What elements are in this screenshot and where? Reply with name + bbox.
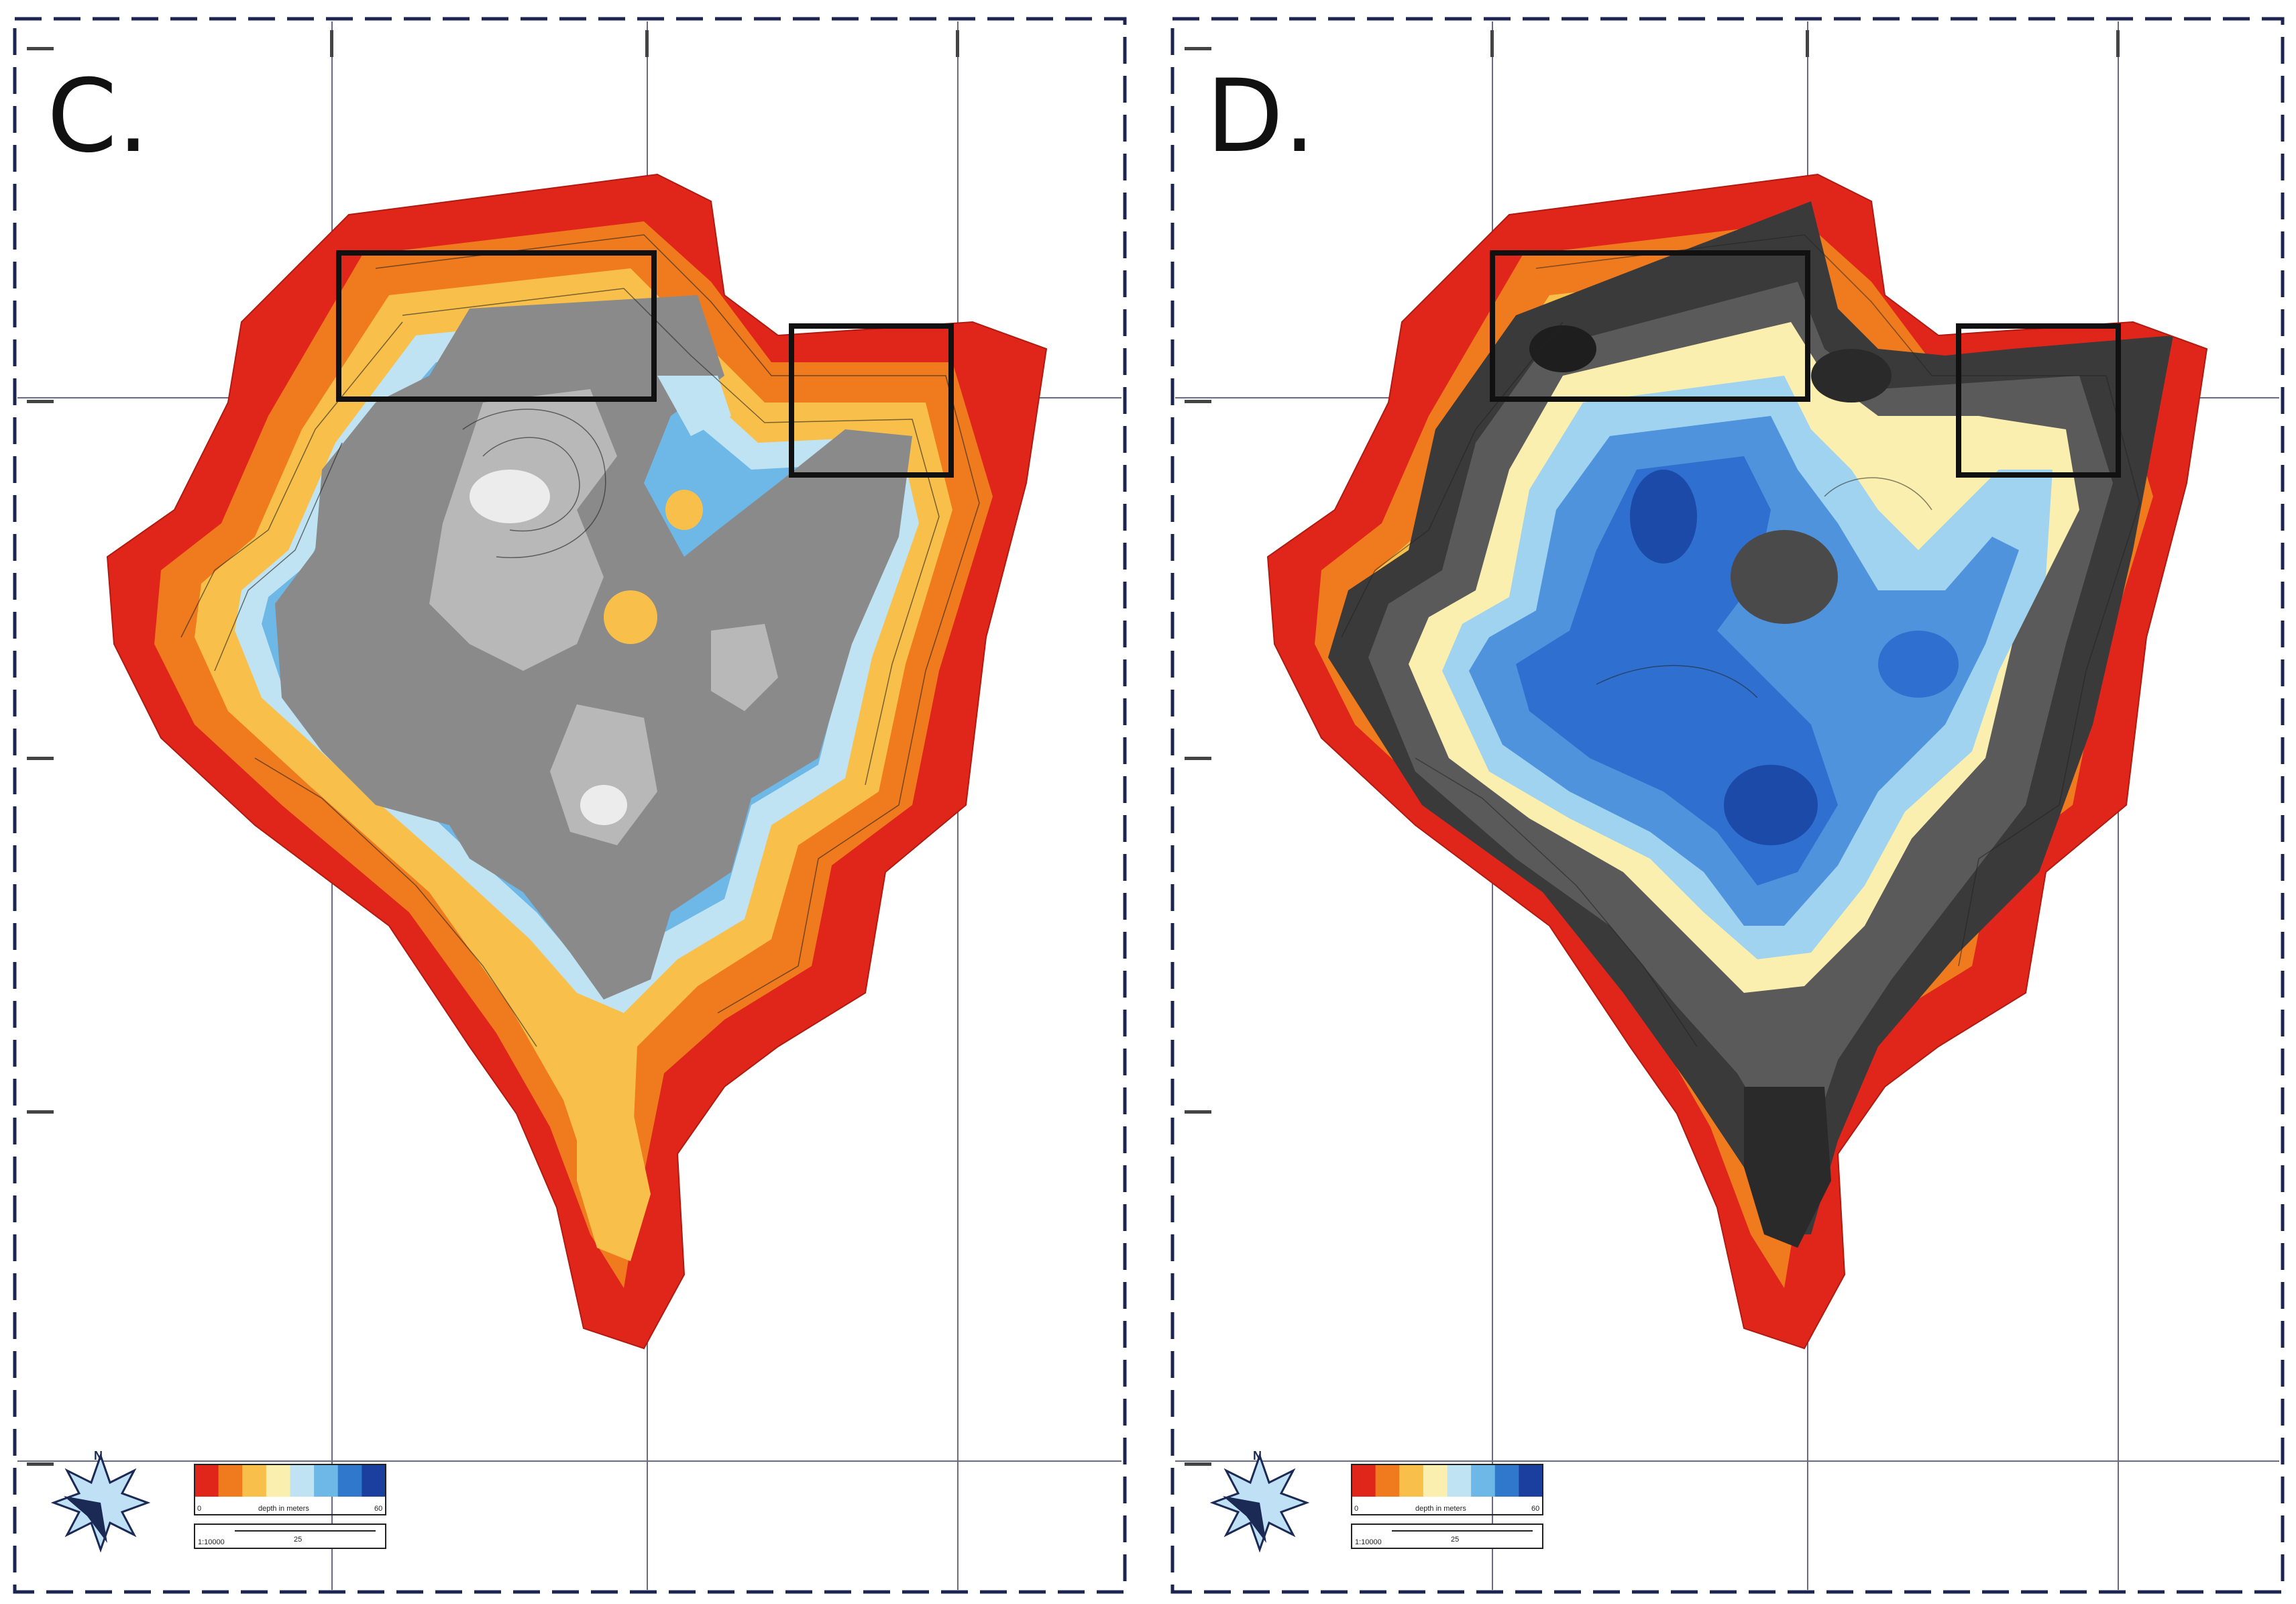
panel-d-legend-color-ramp: [1352, 1464, 1543, 1497]
panel-c-scale-mid: 25: [294, 1536, 302, 1544]
panel-d-north-label: N: [1253, 1449, 1262, 1462]
panel-c-scale-bar-box: [194, 1523, 386, 1549]
panel-c-legend-label: depth in meters: [258, 1505, 309, 1513]
panel-c-letter: C.: [47, 58, 149, 175]
panel-c: C.: [13, 17, 1127, 1594]
legend-color-swatch: [1423, 1464, 1447, 1497]
panel-c-north-label: N: [94, 1449, 103, 1462]
legend-color-swatch: [266, 1464, 290, 1497]
panel-c-lake: [107, 174, 1046, 1348]
panel-c-highlight-box-north: [336, 250, 657, 402]
panel-d-legend-label: depth in meters: [1415, 1505, 1466, 1513]
legend-color-swatch: [337, 1464, 362, 1497]
panel-d-scale-bar-box: [1351, 1523, 1543, 1549]
legend-color-swatch: [1519, 1464, 1543, 1497]
panel-d-legend-max: 60: [1531, 1505, 1539, 1513]
legend-color-swatch: [1375, 1464, 1400, 1497]
panel-d: D.: [1170, 17, 2285, 1594]
panel-d-tick-marks: [1185, 30, 2120, 1466]
panel-c-legend-color-ramp: [195, 1464, 386, 1497]
panel-d-scale-mid: 25: [1451, 1536, 1459, 1544]
panel-d-highlight-box-north: [1490, 250, 1810, 402]
legend-color-swatch: [362, 1464, 386, 1497]
panel-d-letter: D.: [1206, 58, 1315, 175]
panel-d-lake: [1268, 174, 2207, 1348]
panel-c-scale-text: 1:10000: [198, 1538, 225, 1546]
legend-color-swatch: [290, 1464, 315, 1497]
legend-color-swatch: [1399, 1464, 1424, 1497]
panel-c-legend: 0 depth in meters 60 1:10000 25: [194, 1464, 386, 1549]
legend-color-swatch: [1447, 1464, 1472, 1497]
legend-color-swatch: [242, 1464, 267, 1497]
panel-d-north-arrow-icon: [1209, 1452, 1310, 1553]
panel-c-legend-max: 60: [374, 1505, 382, 1513]
panel-c-north-arrow-icon: [50, 1452, 151, 1553]
panel-c-tick-marks: [27, 30, 959, 1466]
legend-color-swatch: [195, 1464, 219, 1497]
legend-color-swatch: [218, 1464, 243, 1497]
panel-c-legend-min: 0: [197, 1505, 201, 1513]
legend-color-swatch: [1471, 1464, 1496, 1497]
panel-d-legend: 0 depth in meters 60 1:10000 25: [1351, 1464, 1543, 1549]
legend-color-swatch: [1352, 1464, 1376, 1497]
panel-d-scale-text: 1:10000: [1355, 1538, 1382, 1546]
panel-d-highlight-box-northeast: [1956, 323, 2121, 478]
legend-color-swatch: [314, 1464, 339, 1497]
panel-c-highlight-box-northeast: [789, 323, 954, 478]
legend-color-swatch: [1494, 1464, 1519, 1497]
panel-d-legend-min: 0: [1354, 1505, 1358, 1513]
